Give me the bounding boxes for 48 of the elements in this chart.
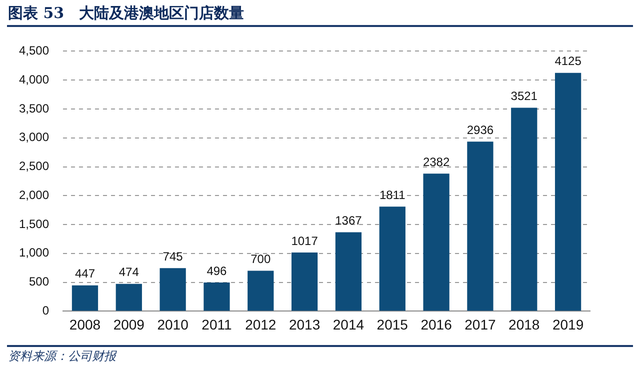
x-tick-label: 2016 — [420, 316, 452, 332]
data-label: 2382 — [422, 154, 450, 169]
data-label: 447 — [74, 266, 96, 281]
data-label: 745 — [162, 249, 184, 264]
y-tick-label: 2,500 — [19, 159, 50, 174]
data-label: 496 — [206, 264, 228, 278]
chart-title: 图表 53 大陆及港澳地区门店数量 — [8, 4, 244, 23]
data-label: 1367 — [335, 214, 362, 228]
data-label: 2936 — [466, 122, 494, 137]
bar — [379, 206, 406, 311]
bar — [204, 282, 230, 311]
y-tick-label: 1,000 — [19, 246, 50, 260]
data-label: 1017 — [291, 234, 318, 248]
y-tick-label: 4,000 — [19, 72, 50, 86]
bar — [423, 174, 450, 311]
data-label: 1811 — [379, 188, 406, 202]
y-tick-label: 3,500 — [19, 101, 50, 116]
x-tick-label: 2019 — [552, 316, 584, 332]
data-label: 474 — [118, 265, 140, 280]
bar — [467, 142, 494, 311]
y-tick-label: 2,000 — [19, 188, 50, 202]
y-tick-label: 1,500 — [19, 216, 50, 231]
text: 资料来源：公司财报 — [8, 348, 116, 365]
x-tick-label: 2018 — [508, 316, 540, 332]
x-tick-label: 2017 — [464, 316, 496, 332]
y-tick-label: 500 — [29, 274, 50, 289]
x-tick-label: 2009 — [113, 316, 145, 332]
x-tick-label: 2011 — [202, 316, 232, 332]
x-tick-label: 2013 — [288, 316, 320, 332]
bar — [72, 285, 98, 311]
data-label: 3521 — [510, 89, 538, 104]
bar — [511, 108, 538, 311]
bar — [116, 284, 142, 311]
x-tick-label: 2014 — [332, 316, 364, 332]
bar — [248, 270, 274, 311]
x-tick-label: 2008 — [69, 316, 101, 332]
bar — [291, 252, 318, 311]
x-tick-label: 2012 — [245, 316, 276, 332]
bar — [160, 268, 186, 311]
bar — [335, 232, 362, 311]
bar — [554, 72, 582, 311]
x-tick-label: 2010 — [157, 316, 189, 332]
x-tick-label: 2015 — [376, 316, 408, 332]
y-tick-label: 3,000 — [19, 130, 50, 144]
data-label: 700 — [250, 252, 271, 266]
y-tick-label: 4,500 — [19, 44, 50, 58]
data-label: 4125 — [554, 54, 582, 68]
y-tick-label: 0 — [42, 304, 50, 318]
